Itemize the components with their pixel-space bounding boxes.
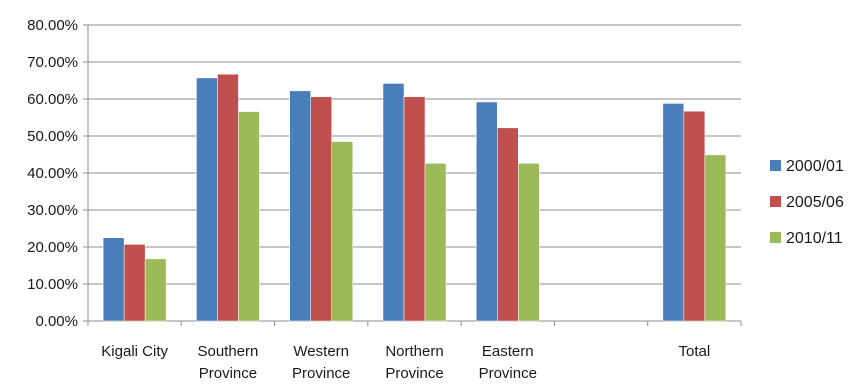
y-tick-label: 80.00%	[27, 17, 78, 34]
y-tick-label: 30.00%	[27, 202, 78, 219]
bar-2005-06	[683, 110, 706, 322]
x-category-label: Northern	[385, 343, 443, 360]
bar-2005-06	[217, 73, 239, 322]
y-tick-label: 60.00%	[27, 91, 78, 108]
x-category-label: Western	[293, 343, 349, 360]
x-category-label: Total	[679, 343, 711, 360]
bar-2000-01	[382, 83, 405, 322]
bar-2000-01	[662, 103, 685, 322]
bar-2010-11	[424, 163, 447, 322]
x-category-label: Kigali City	[101, 343, 168, 360]
legend-label: 2000/01	[786, 158, 844, 175]
x-category-label: Province	[479, 365, 537, 379]
y-tick-label: 70.00%	[27, 54, 78, 71]
legend: 2000/01 2005/06 2010/11	[770, 158, 844, 247]
bar-2010-11	[518, 163, 540, 322]
y-tick-label: 0.00%	[35, 313, 78, 330]
bar-2005-06	[497, 127, 519, 322]
bar-2010-11	[238, 111, 260, 322]
legend-swatch	[770, 232, 781, 243]
x-category-label: Province	[199, 365, 257, 379]
legend-swatch	[770, 196, 781, 207]
bars	[102, 73, 727, 322]
bar-2005-06	[403, 96, 426, 322]
x-category-label: Eastern	[482, 343, 534, 360]
legend-label: 2010/11	[786, 230, 843, 247]
y-tick-label: 40.00%	[27, 165, 78, 182]
bar-2005-06	[123, 244, 146, 322]
legend-label: 2005/06	[786, 194, 844, 211]
bar-2005-06	[310, 96, 332, 322]
y-tick-label: 10.00%	[27, 276, 78, 293]
bar-2000-01	[289, 90, 311, 322]
y-tick-label: 20.00%	[27, 239, 78, 256]
bar-2010-11	[704, 154, 727, 322]
legend-swatch	[770, 160, 781, 171]
x-category-label: Province	[385, 365, 443, 379]
axis-labels: 0.00% 10.00% 20.00% 30.00% 40.00% 50.00% 60.00…	[27, 17, 711, 382]
bar-2010-11	[144, 258, 167, 322]
y-tick-label: 50.00%	[27, 128, 78, 145]
bar-2000-01	[102, 237, 125, 322]
bar-2010-11	[331, 141, 353, 322]
bar-2000-01	[196, 77, 218, 322]
x-category-label: Southern	[197, 343, 258, 360]
bar-2000-01	[476, 101, 498, 322]
x-category-label: Province	[292, 365, 350, 379]
